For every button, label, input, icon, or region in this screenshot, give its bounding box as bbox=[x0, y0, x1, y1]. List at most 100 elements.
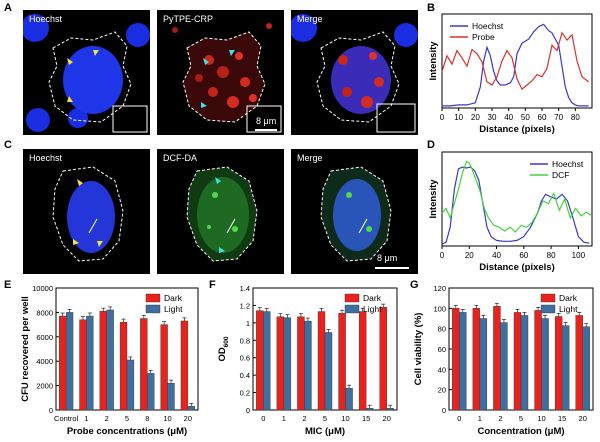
micro-a-merge: Merge bbox=[291, 10, 418, 135]
micro-a-probe-image bbox=[172, 23, 282, 133]
x-tick-label: 1 bbox=[84, 414, 88, 423]
x-tick-label: 100 bbox=[572, 251, 586, 260]
bar-light bbox=[500, 322, 508, 411]
bar-light bbox=[386, 408, 394, 411]
micro-c-scale-bar bbox=[375, 267, 409, 269]
y-tick-label: 1.2 bbox=[240, 301, 250, 310]
x-tick-label: 2 bbox=[302, 414, 306, 423]
y-tick-label: 0.8 bbox=[240, 336, 250, 345]
bar-dark bbox=[180, 320, 189, 411]
panel-label-c: C bbox=[4, 139, 12, 151]
micro-c-scale-label: 8 μm bbox=[377, 253, 398, 263]
bar-dark bbox=[317, 311, 326, 411]
panel-label-b: B bbox=[427, 2, 435, 14]
micro-a-merge-image bbox=[291, 14, 418, 133]
legend-swatch bbox=[540, 293, 556, 303]
legend-label: DCF bbox=[552, 170, 569, 180]
legend-label: Light bbox=[164, 304, 183, 314]
bar-light bbox=[106, 309, 114, 411]
x-tick-label: 8 bbox=[145, 414, 149, 423]
plot-frame bbox=[441, 151, 593, 247]
x-tick-label: 60 bbox=[538, 113, 547, 122]
legend-label: Hoechst bbox=[552, 159, 584, 169]
x-tick-label: 15 bbox=[362, 414, 370, 423]
bar-light bbox=[187, 406, 195, 411]
legend-swatch bbox=[344, 293, 360, 303]
series-line-hoechst bbox=[441, 166, 590, 245]
panel-label-a: A bbox=[4, 2, 12, 14]
bar-dark bbox=[493, 306, 501, 411]
series-line-probe bbox=[441, 31, 590, 91]
x-tick-label: 30 bbox=[488, 113, 497, 122]
panel-label-f: F bbox=[209, 279, 216, 291]
x-tick-label: 80 bbox=[571, 113, 580, 122]
micro-c-hoechst-image bbox=[52, 166, 124, 262]
chart-e: 0 2000 4000 6000 8000 10000 Control 1 2 5 8 10 20 Pro… bbox=[20, 284, 199, 437]
bar-light bbox=[65, 312, 74, 411]
y-axis-label: Intensity bbox=[428, 179, 439, 219]
x-tick-label: 40 bbox=[504, 113, 513, 122]
bar-light bbox=[147, 373, 155, 411]
x-tick-label: 10 bbox=[163, 414, 171, 423]
bar-light bbox=[345, 388, 353, 411]
y-axis-label: Cell viability (%) bbox=[413, 313, 424, 386]
bar-dark bbox=[338, 313, 346, 411]
micro-c-merge: Merge 8 μm bbox=[291, 149, 418, 274]
bar-dark bbox=[554, 316, 563, 411]
micro-c-hoechst: Hoechst bbox=[23, 149, 150, 274]
x-tick-label: 0 bbox=[440, 251, 445, 260]
y-tick-label: 10000 bbox=[32, 284, 53, 293]
x-tick-label: 60 bbox=[519, 251, 528, 260]
x-tick-label: 5 bbox=[519, 414, 523, 423]
y-tick-label: 0.6 bbox=[240, 354, 250, 363]
bar-dark bbox=[140, 318, 148, 411]
legend-label: Dark bbox=[559, 293, 578, 303]
micro-c-dcf: DCF-DA bbox=[157, 149, 284, 274]
x-tick-label: 20 bbox=[579, 414, 587, 423]
y-tick-label: 0 bbox=[442, 406, 446, 415]
x-tick-label: 5 bbox=[323, 414, 327, 423]
bar-light bbox=[86, 315, 94, 411]
bar-light bbox=[304, 320, 312, 411]
micro-a-probe-label: PyTPE-CRP bbox=[163, 14, 214, 24]
y-tick-label: 1.4 bbox=[240, 284, 250, 293]
y-tick-label: 20 bbox=[438, 386, 446, 395]
legend-label: Light bbox=[559, 304, 578, 314]
legend-swatch bbox=[145, 304, 161, 314]
y-tick-label: 120 bbox=[433, 284, 446, 293]
x-tick-label: 20 bbox=[383, 414, 391, 423]
x-tick-label: 2 bbox=[105, 414, 109, 423]
bar-light bbox=[520, 315, 529, 411]
y-axis-label: Intensity bbox=[428, 41, 439, 81]
x-tick-label: 0 bbox=[440, 113, 445, 122]
bar-dark bbox=[160, 324, 168, 411]
x-tick-label: 10 bbox=[341, 414, 349, 423]
series-line-dcf bbox=[441, 160, 593, 233]
bar-dark bbox=[99, 310, 107, 411]
bar-light bbox=[324, 332, 333, 411]
x-tick-label: 1 bbox=[282, 414, 286, 423]
y-tick-label: 8000 bbox=[36, 308, 53, 317]
legend-swatch bbox=[540, 304, 556, 314]
y-axis-label: OD600 bbox=[217, 336, 230, 361]
y-tick-label: 0.4 bbox=[240, 371, 250, 380]
legend-label: Light bbox=[363, 304, 382, 314]
x-tick-label: 20 bbox=[184, 414, 192, 423]
panel-label-g: G bbox=[410, 279, 419, 291]
x-tick-label: 20 bbox=[471, 113, 480, 122]
x-tick-label: 80 bbox=[547, 251, 556, 260]
bar-light bbox=[582, 326, 590, 411]
bar-light bbox=[283, 317, 292, 411]
legend-swatch bbox=[145, 293, 161, 303]
bar-dark bbox=[119, 321, 128, 411]
y-tick-label: 0 bbox=[49, 406, 53, 415]
x-tick-label: 10 bbox=[537, 414, 545, 423]
y-axis-label: CFU recovered per well bbox=[20, 296, 31, 402]
micro-a-scale-bar bbox=[255, 129, 277, 131]
legend-swatch bbox=[344, 304, 360, 314]
x-axis-label: Probe concentrations (μM) bbox=[67, 426, 187, 437]
chart-f: 0 0.2 0.4 0.6 0.8 1 1.2 1.4 0 1 2 5 10 15 20 MIC (μM) OD… bbox=[217, 284, 398, 437]
chart-d: 0 20 40 60 80 100 Distance (pixels) Intensity Ho… bbox=[428, 151, 593, 273]
bar-light bbox=[263, 311, 271, 411]
x-tick-label: Control bbox=[54, 414, 79, 423]
